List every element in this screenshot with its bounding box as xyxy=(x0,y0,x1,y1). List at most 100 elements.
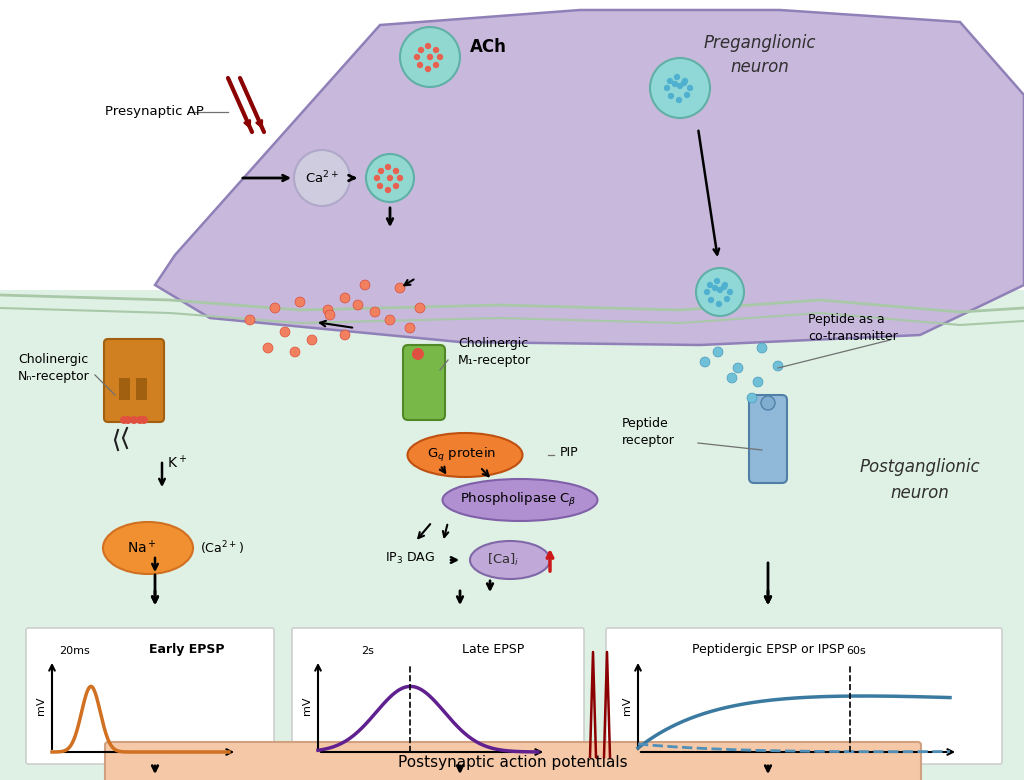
Text: Peptide as a
co-transmitter: Peptide as a co-transmitter xyxy=(808,313,898,343)
Circle shape xyxy=(414,54,420,60)
Text: Cholinergic
Nₙ-receptor: Cholinergic Nₙ-receptor xyxy=(18,353,90,383)
FancyBboxPatch shape xyxy=(403,345,445,420)
Circle shape xyxy=(700,357,710,367)
Text: mV: mV xyxy=(302,697,312,715)
Circle shape xyxy=(724,296,730,302)
Text: Na$^+$: Na$^+$ xyxy=(127,539,157,557)
Polygon shape xyxy=(155,10,1024,345)
Circle shape xyxy=(713,347,723,357)
Circle shape xyxy=(773,361,783,371)
Text: G$_q$ protein: G$_q$ protein xyxy=(427,446,497,464)
Circle shape xyxy=(397,175,403,181)
Circle shape xyxy=(707,282,713,288)
Ellipse shape xyxy=(408,433,522,477)
FancyBboxPatch shape xyxy=(26,628,274,764)
Text: Late EPSP: Late EPSP xyxy=(462,643,524,656)
Circle shape xyxy=(136,416,144,424)
FancyBboxPatch shape xyxy=(292,628,584,764)
Circle shape xyxy=(295,297,305,307)
Circle shape xyxy=(280,327,290,337)
Circle shape xyxy=(323,305,333,315)
Circle shape xyxy=(674,74,680,80)
Text: Peptidergic EPSP or IPSP: Peptidergic EPSP or IPSP xyxy=(692,643,844,656)
Circle shape xyxy=(650,58,710,118)
Text: (Ca$^{2+}$): (Ca$^{2+}$) xyxy=(200,539,244,557)
Circle shape xyxy=(727,289,733,295)
Ellipse shape xyxy=(442,479,597,521)
Text: Preganglionic
neuron: Preganglionic neuron xyxy=(703,34,816,76)
Text: 2s: 2s xyxy=(361,646,375,656)
Circle shape xyxy=(727,373,737,383)
Ellipse shape xyxy=(470,541,550,579)
Circle shape xyxy=(370,307,380,317)
Text: 20ms: 20ms xyxy=(58,646,89,656)
Circle shape xyxy=(270,303,280,313)
Circle shape xyxy=(721,284,727,290)
FancyBboxPatch shape xyxy=(749,395,787,483)
Circle shape xyxy=(387,175,393,181)
Circle shape xyxy=(385,315,395,325)
Text: K$^+$: K$^+$ xyxy=(167,454,187,472)
Bar xyxy=(119,378,130,400)
Circle shape xyxy=(684,92,690,98)
Circle shape xyxy=(360,280,370,290)
Bar xyxy=(0,290,1024,780)
Circle shape xyxy=(290,347,300,357)
Circle shape xyxy=(340,330,350,340)
Circle shape xyxy=(757,343,767,353)
Circle shape xyxy=(406,323,415,333)
Circle shape xyxy=(366,154,414,202)
Text: Early EPSP: Early EPSP xyxy=(150,643,224,656)
Circle shape xyxy=(677,83,683,89)
Circle shape xyxy=(120,416,128,424)
Circle shape xyxy=(374,175,380,181)
Circle shape xyxy=(418,47,424,53)
Text: 60s: 60s xyxy=(846,646,866,656)
Circle shape xyxy=(263,343,273,353)
Circle shape xyxy=(412,348,424,360)
Circle shape xyxy=(703,289,711,295)
Circle shape xyxy=(672,81,678,87)
Circle shape xyxy=(417,62,423,68)
Circle shape xyxy=(437,54,443,60)
Circle shape xyxy=(708,297,714,303)
Circle shape xyxy=(378,168,384,174)
Circle shape xyxy=(245,315,255,325)
Circle shape xyxy=(385,164,391,170)
Circle shape xyxy=(124,416,132,424)
Ellipse shape xyxy=(103,522,193,574)
Text: Cholinergic
M₁-receptor: Cholinergic M₁-receptor xyxy=(458,337,531,367)
Circle shape xyxy=(696,268,744,316)
Circle shape xyxy=(130,416,138,424)
Text: Presynaptic AP: Presynaptic AP xyxy=(105,105,204,119)
Circle shape xyxy=(682,78,688,84)
Circle shape xyxy=(746,393,757,403)
Circle shape xyxy=(340,293,350,303)
Circle shape xyxy=(425,43,431,49)
Circle shape xyxy=(668,93,674,99)
Circle shape xyxy=(717,287,723,293)
Text: Phospholipase C$_\beta$: Phospholipase C$_\beta$ xyxy=(460,491,577,509)
Circle shape xyxy=(400,27,460,87)
Circle shape xyxy=(433,62,439,68)
Circle shape xyxy=(733,363,743,373)
Text: Postganglionic
neuron: Postganglionic neuron xyxy=(860,459,980,502)
Circle shape xyxy=(687,85,693,91)
Circle shape xyxy=(140,416,148,424)
Circle shape xyxy=(753,377,763,387)
Text: PIP: PIP xyxy=(560,445,579,459)
Text: Peptide
receptor: Peptide receptor xyxy=(622,417,675,447)
Circle shape xyxy=(712,285,718,291)
Circle shape xyxy=(716,301,722,307)
Bar xyxy=(136,378,147,400)
Circle shape xyxy=(415,303,425,313)
Circle shape xyxy=(377,183,383,190)
Text: mV: mV xyxy=(36,697,46,715)
Text: [Ca]$_i$: [Ca]$_i$ xyxy=(486,552,519,568)
Circle shape xyxy=(325,310,335,320)
Circle shape xyxy=(393,183,399,190)
Text: mV: mV xyxy=(622,697,632,715)
Circle shape xyxy=(395,283,406,293)
Circle shape xyxy=(676,97,682,103)
Circle shape xyxy=(307,335,317,345)
